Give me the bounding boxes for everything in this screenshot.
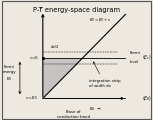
Text: z: z	[39, 6, 41, 10]
Text: integration strip
of width dx: integration strip of width dx	[89, 62, 120, 88]
Text: Base of
conduction band: Base of conduction band	[57, 110, 90, 119]
Text: $\varepsilon$=-$K_0$: $\varepsilon$=-$K_0$	[25, 95, 38, 102]
Text: $\langle E_0\rangle$: $\langle E_0\rangle$	[142, 94, 152, 103]
Text: dx/2: dx/2	[51, 45, 59, 49]
Text: Fermi: Fermi	[129, 51, 140, 55]
Polygon shape	[43, 58, 83, 98]
Text: level: level	[129, 60, 138, 64]
Text: $K_0=K_0+c$: $K_0=K_0+c$	[89, 17, 111, 24]
Text: $\varepsilon$=0: $\varepsilon$=0	[29, 54, 38, 61]
Text: P-T energy-space diagram: P-T energy-space diagram	[33, 7, 120, 13]
Text: Fermi
energy
$K_0$: Fermi energy $K_0$	[2, 65, 16, 83]
Text: $K_0$ $\rightarrow$: $K_0$ $\rightarrow$	[89, 106, 101, 113]
Text: $\langle E_r\rangle$: $\langle E_r\rangle$	[142, 53, 152, 62]
